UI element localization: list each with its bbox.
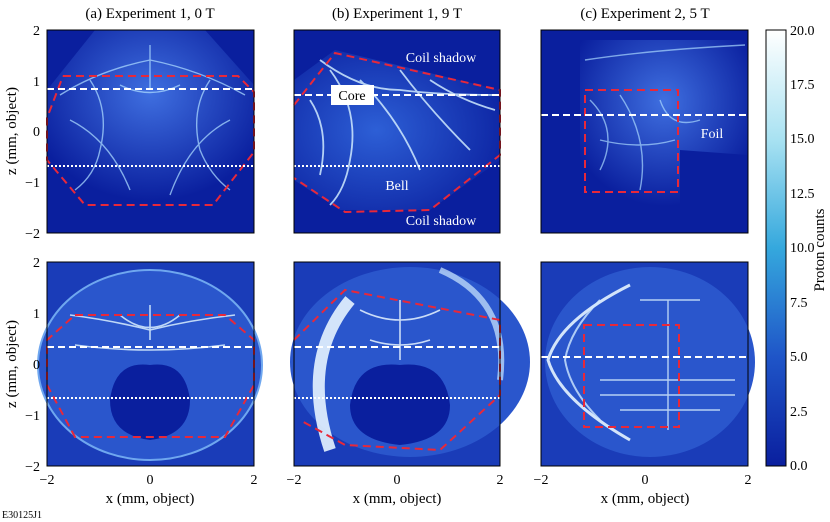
x-tick: −2 [40,473,55,488]
z-tick: 2 [33,24,40,39]
z-tick: 0 [33,125,40,140]
colorbar-tick: 10.0 [790,241,815,256]
panel-c-bottom [540,261,755,467]
panel-c-top: Foil [540,29,749,234]
colorbar: 20.0 17.5 15.0 12.5 10.0 7.5 5.0 2.5 0.0… [765,24,828,474]
z-axis-label-top: z (mm, object) [4,87,20,175]
colorbar-tick: 12.5 [790,187,815,202]
x-axis-a: −2 0 2 x (mm, object) [40,473,258,507]
figure-id: E30125J1 [2,510,42,521]
z-axis-label-bottom: z (mm, object) [4,320,20,408]
colorbar-tick: 15.0 [790,132,815,147]
colorbar-tick: 7.5 [790,296,808,311]
annotation-coil-shadow-top: Coil shadow [406,51,477,66]
z-tick: 1 [33,307,40,322]
colorbar-tick: 17.5 [790,78,815,93]
z-tick: 0 [33,358,40,373]
z-tick: −1 [25,176,40,191]
panel-a-bottom [37,261,263,467]
panel-b-bottom [290,261,530,467]
z-tick: −1 [25,409,40,424]
colorbar-label: Proton counts [812,208,828,291]
x-tick: 0 [147,473,154,488]
colorbar-tick: 2.5 [790,405,808,420]
colorbar-tick: 5.0 [790,350,808,365]
z-tick: −2 [25,227,40,242]
annotation-bell: Bell [385,179,408,194]
x-tick: 0 [642,473,649,488]
x-tick: 2 [497,473,504,488]
x-axis-c: −2 0 2 x (mm, object) [534,473,752,507]
x-tick: 2 [251,473,258,488]
colorbar-tick: 0.0 [790,459,808,474]
z-axis-bottom: z (mm, object) 2 1 0 −1 −2 [4,256,40,475]
x-tick: 2 [745,473,752,488]
annotation-coil-shadow-bottom: Coil shadow [406,214,477,229]
panel-title-a: (a) Experiment 1, 0 T [85,6,214,22]
annotation-foil: Foil [701,127,724,142]
z-tick: 2 [33,256,40,271]
z-tick: 1 [33,75,40,90]
annotation-core: Core [338,89,365,104]
panel-title-c: (c) Experiment 2, 5 T [580,6,709,22]
panel-b-top: Coil shadow Core Bell Coil shadow [293,29,501,234]
x-tick: −2 [287,473,302,488]
panel-title-b: (b) Experiment 1, 9 T [332,6,462,22]
colorbar-tick: 20.0 [790,24,815,39]
x-axis-b: −2 0 2 x (mm, object) [287,473,504,507]
x-tick: −2 [534,473,549,488]
x-axis-label: x (mm, object) [106,491,195,507]
x-axis-label: x (mm, object) [353,491,442,507]
x-axis-label: x (mm, object) [601,491,690,507]
z-axis-top: z (mm, object) 2 1 0 −1 −2 [4,24,40,242]
x-tick: 0 [394,473,401,488]
panel-a-top [46,29,255,234]
z-tick: −2 [25,460,40,475]
